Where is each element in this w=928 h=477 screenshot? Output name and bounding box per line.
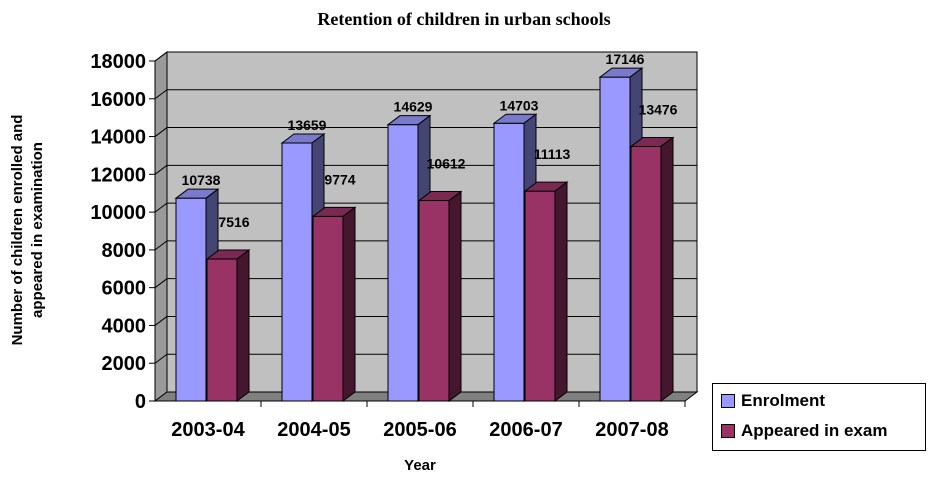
- x-tick-label: 2005-06: [383, 419, 456, 441]
- y-tick-label: 18000: [90, 51, 146, 73]
- y-tick-label: 2000: [102, 353, 147, 375]
- plot-side-wall: [154, 51, 168, 402]
- data-label: 14703: [500, 97, 539, 113]
- y-tick-label: 10000: [90, 202, 146, 224]
- data-label: 9774: [324, 171, 355, 187]
- bar-side: [448, 190, 462, 402]
- bar-side: [554, 181, 568, 402]
- bar-side: [342, 206, 356, 402]
- y-tick-label: 8000: [102, 240, 147, 262]
- data-label: 17146: [606, 51, 645, 67]
- y-tick-label: 6000: [102, 278, 147, 300]
- y-tick-label: 0: [135, 391, 146, 413]
- chart-title: Retention of children in urban schools: [317, 9, 611, 29]
- bar-appeared-front: [630, 145, 662, 402]
- gridline-side: [154, 89, 168, 100]
- x-axis-label: Year: [404, 457, 436, 474]
- data-label: 10738: [182, 172, 221, 188]
- x-tick-label: 2006-07: [489, 419, 562, 441]
- gridline-side: [154, 316, 168, 326]
- y-axis-label-line-2: appeared in examination: [29, 142, 46, 318]
- bar-enrolment-front: [281, 142, 313, 402]
- data-label: 7516: [218, 214, 249, 230]
- bar-enrolment-front: [599, 76, 631, 402]
- y-axis-label: Number of children enrolled and appeared …: [9, 115, 46, 346]
- bar-appeared-front: [312, 215, 344, 402]
- legend-swatch-appeared: [721, 424, 735, 438]
- data-label: 14629: [394, 99, 433, 115]
- legend-item-enrolment: Enrolment: [721, 390, 825, 412]
- bar-appeared-front: [524, 190, 556, 402]
- legend-label-appeared: Appeared in exam: [741, 421, 888, 440]
- gridline-side: [154, 127, 168, 137]
- gridline-side: [154, 353, 168, 364]
- bar-side: [236, 249, 250, 402]
- gridline-side: [154, 240, 168, 251]
- bar-enrolment-front: [175, 197, 207, 402]
- x-tick-label: 2007-08: [595, 419, 668, 441]
- x-tick-label: 2004-05: [277, 419, 350, 441]
- y-tick-label: 16000: [90, 89, 146, 111]
- data-label: 10612: [427, 156, 466, 172]
- gridline-side: [154, 278, 168, 289]
- y-tick-label: 4000: [102, 315, 147, 337]
- gridline-side: [154, 202, 168, 213]
- data-label: 13659: [288, 117, 327, 133]
- y-tick-label: 14000: [90, 127, 146, 149]
- bar-enrolment-front: [493, 122, 525, 402]
- legend-item-appeared: Appeared in exam: [721, 420, 887, 442]
- legend: Enrolment Appeared in exam: [712, 383, 926, 451]
- bar-side: [660, 136, 674, 402]
- legend-label-enrolment: Enrolment: [741, 391, 826, 410]
- legend-swatch-enrolment: [721, 394, 735, 408]
- y-axis-label-line-1: Number of children enrolled and: [9, 115, 26, 346]
- bar-appeared-front: [206, 258, 238, 402]
- bar-appeared-front: [418, 200, 450, 402]
- gridline-side: [154, 51, 168, 62]
- data-label: 13476: [639, 101, 678, 117]
- y-tick-label: 12000: [90, 164, 146, 186]
- gridline-side: [154, 164, 168, 175]
- x-tick-label: 2003-04: [171, 419, 245, 441]
- data-label: 11113: [534, 146, 571, 162]
- bar-enrolment-front: [387, 124, 419, 402]
